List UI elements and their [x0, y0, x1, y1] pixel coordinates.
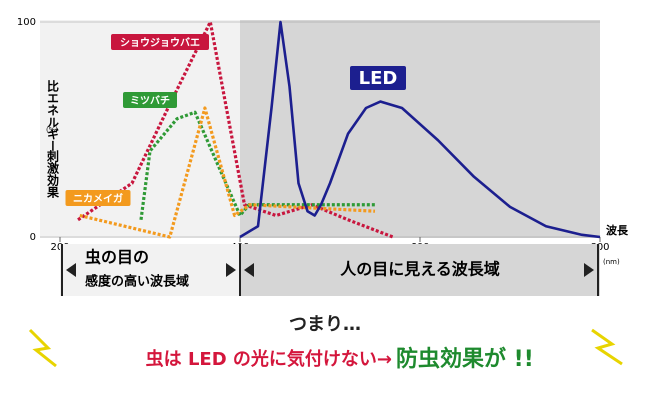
caption-emphasis: 防虫効果が !! [396, 346, 534, 372]
y-tick-label: 100 [17, 17, 36, 28]
y-label: 比エネルギー [46, 79, 60, 152]
spark [28, 328, 57, 368]
arrow [66, 263, 76, 277]
legend-box [65, 190, 131, 206]
legend-box [111, 34, 209, 50]
legend-label: ショウジョウバエ [120, 37, 200, 49]
arrow [244, 263, 254, 277]
arrow [226, 263, 236, 277]
insect-band [60, 244, 240, 296]
legend-label: ニカメイガ [73, 192, 123, 205]
y-tick-label: 0 [30, 232, 36, 243]
band-label: 感度の高い波長域 [85, 274, 189, 290]
series-line [77, 20, 394, 239]
human-band [240, 244, 600, 296]
arrow [584, 263, 594, 277]
x-label: 波長 [606, 223, 629, 237]
caption-lead: つまり… [289, 314, 361, 335]
y-unit: (%) [46, 126, 58, 134]
legend-box [350, 66, 406, 90]
series-line [239, 20, 601, 239]
spark [591, 328, 623, 366]
band-label: 虫の目の [85, 248, 149, 267]
x-unit: (nm) [603, 258, 620, 266]
legend-box [123, 92, 177, 108]
series-line [79, 106, 376, 239]
y-label2: 刺激効果 [46, 149, 60, 199]
legend-label: LED [359, 68, 398, 89]
band-label: 人の目に見える波長域 [340, 260, 500, 279]
legend-label: ミツバチ [130, 95, 170, 107]
human-region [240, 20, 600, 238]
caption-line: 虫は LED の光に気付けない→ [146, 348, 392, 370]
